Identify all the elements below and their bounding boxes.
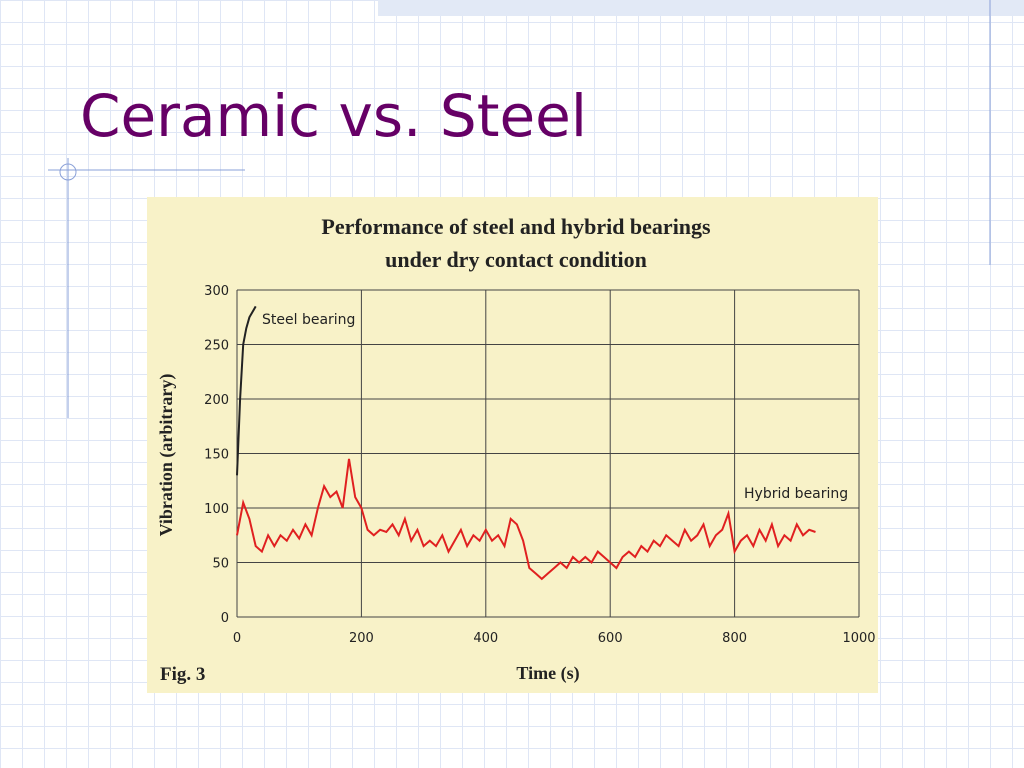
y-tick-label: 0 — [221, 611, 229, 626]
figure-background — [147, 197, 878, 693]
x-tick-label: 600 — [598, 631, 623, 646]
legend-label: Steel bearing — [262, 312, 355, 328]
x-tick-label: 400 — [473, 631, 498, 646]
header-band — [378, 0, 1024, 16]
data-line — [236, 305, 257, 476]
y-tick-label: 100 — [204, 502, 229, 517]
y-tick-label: 50 — [212, 557, 229, 572]
data-line — [236, 458, 816, 581]
x-tick-label: 200 — [349, 631, 374, 646]
figure-label: Fig. 3 — [160, 664, 205, 685]
y-axis-label: Vibration (arbitrary) — [156, 374, 177, 537]
legend-label: Hybrid bearing — [744, 486, 848, 502]
x-tick-label: 800 — [722, 631, 747, 646]
x-axis-label: Time (s) — [516, 663, 579, 684]
decor-circle — [59, 163, 77, 181]
y-tick-label: 200 — [204, 393, 229, 408]
y-tick-label: 150 — [204, 448, 229, 463]
x-tick-label: 0 — [233, 631, 241, 646]
chart-title: under dry contact condition — [385, 247, 647, 272]
x-tick-label: 1000 — [842, 631, 875, 646]
y-tick-label: 300 — [204, 284, 229, 299]
chart-title: Performance of steel and hybrid bearings — [321, 214, 711, 239]
slide-title: Ceramic vs. Steel — [80, 82, 587, 150]
y-tick-label: 250 — [204, 339, 229, 354]
